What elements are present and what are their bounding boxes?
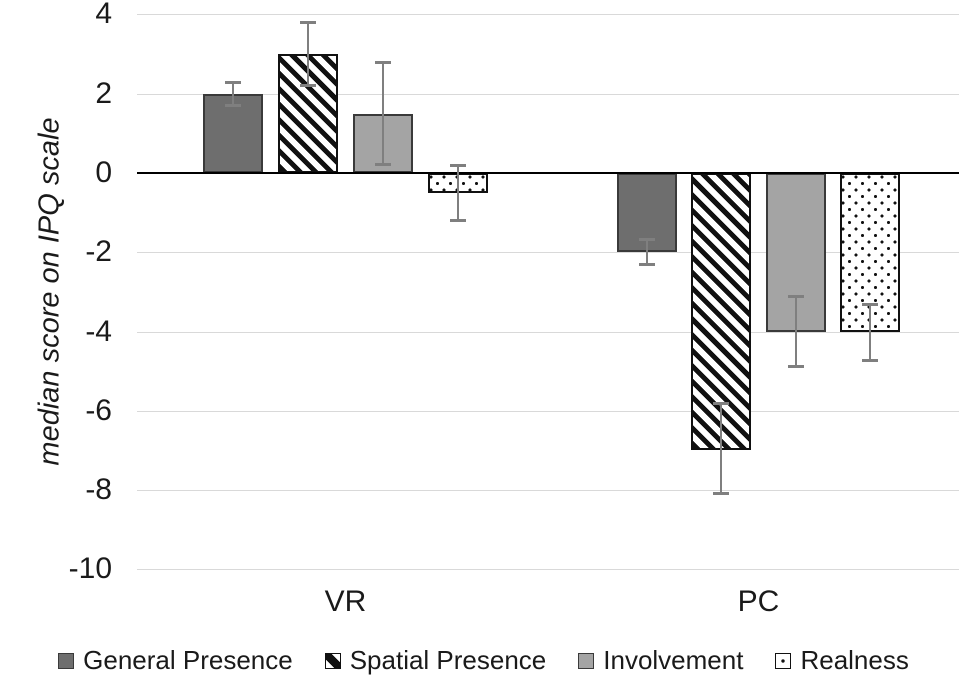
error-bar-cap-bottom [787, 365, 804, 369]
gridline [137, 252, 959, 254]
error-bar-cap-bottom [861, 359, 878, 363]
error-bar-cap-top [300, 21, 316, 25]
error-bar-pc-general-presence [646, 239, 648, 266]
error-bar-pc-involvement [794, 295, 797, 368]
error-bar-cap-top [639, 238, 655, 242]
gridline [137, 331, 959, 333]
y-tick-label: 2 [95, 76, 112, 110]
legend-item-involvement: Involvement [578, 645, 743, 676]
error-bar-cap-top [713, 401, 730, 405]
y-tick-label: -8 [85, 473, 112, 507]
error-bar-pc-realness [868, 303, 871, 362]
gridline [137, 569, 959, 571]
zero-baseline [137, 172, 959, 174]
error-bar-cap-bottom [300, 83, 316, 87]
error-bar-cap-top [375, 61, 391, 64]
legend: General Presence Spatial Presence Involvem… [0, 645, 967, 676]
error-bar-pc-spatial-presence [720, 402, 723, 495]
error-bar-cap-bottom [375, 163, 391, 167]
y-tick-label: 4 [95, 0, 112, 31]
legend-marker-general-presence [58, 652, 75, 669]
y-tick-label: 0 [95, 156, 112, 189]
legend-label-spatial-presence: Spatial Presence [349, 645, 547, 675]
legend-marker-spatial-presence [324, 652, 341, 669]
gridline [137, 14, 959, 16]
y-tick-label: -2 [85, 235, 112, 269]
error-bar-cap-top [450, 164, 466, 168]
error-bar-vr-spatial-presence [307, 22, 309, 86]
error-bar-vr-general-presence [232, 81, 234, 106]
legend-label-involvement: Involvement [603, 645, 744, 675]
error-bar-cap-top [787, 294, 804, 298]
error-bar-cap-bottom [639, 263, 655, 267]
y-axis-title: median score on IPQ scale [33, 117, 66, 466]
y-tick-label: -6 [85, 393, 112, 427]
legend-item-spatial-presence: Spatial Presence [324, 645, 547, 676]
error-bar-cap-bottom [225, 103, 241, 107]
plot-area [137, 14, 959, 571]
gridline [137, 490, 959, 492]
error-bar-vr-involvement [382, 62, 384, 166]
x-axis-label-pc: PC [737, 585, 780, 618]
x-axis-label-vr: VR [324, 585, 367, 618]
gridline [137, 410, 959, 412]
gridline [137, 93, 959, 95]
legend-item-general-presence: General Presence [58, 645, 293, 676]
legend-marker-involvement [578, 652, 595, 669]
error-bar-cap-top [225, 80, 241, 84]
y-tick-label: -4 [85, 314, 112, 348]
error-bar-vr-realness [457, 165, 459, 221]
legend-item-realness: Realness [775, 645, 909, 676]
legend-marker-realness [775, 652, 792, 669]
error-bar-cap-bottom [713, 492, 730, 496]
error-bar-cap-top [861, 302, 878, 306]
bar-vr-general-presence [203, 93, 263, 173]
error-bar-cap-bottom [450, 218, 466, 222]
legend-label-realness: Realness [800, 645, 909, 675]
y-tick-label: -10 [68, 552, 112, 586]
bar-pc-spatial-presence [691, 173, 752, 451]
bar-pc-realness [839, 173, 900, 332]
legend-label-general-presence: General Presence [83, 645, 293, 675]
